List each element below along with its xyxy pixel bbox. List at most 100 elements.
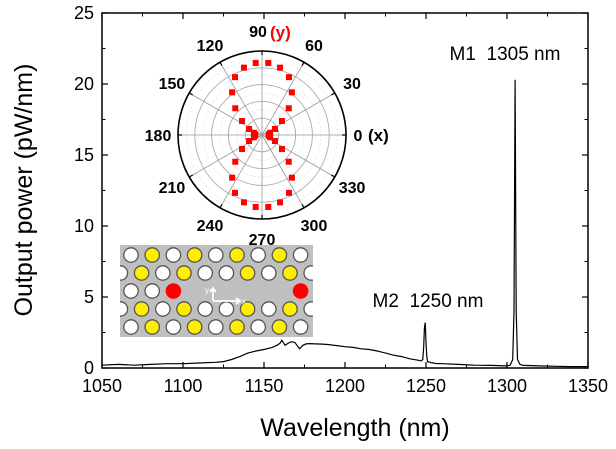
polar-data-point	[277, 199, 284, 206]
polar-angle-label: 150	[159, 76, 186, 93]
axes	[101, 12, 589, 369]
air-hole	[239, 301, 256, 317]
cavity-defect	[165, 283, 182, 299]
polar-angle-label: 0	[354, 128, 363, 145]
air-hole	[154, 265, 171, 281]
air-hole	[260, 265, 277, 281]
lattice-y-label: y	[205, 286, 209, 295]
polar-data-point	[265, 60, 272, 67]
polar-inset: 0 30 60 90 120 150 180 210 240 270 300 330 (y) (x)	[145, 23, 389, 249]
y-tick-label: 25	[74, 3, 94, 23]
polar-data-point	[277, 64, 284, 71]
polar-spoke	[261, 62, 305, 136]
x-axis-label: Wavelength (nm)	[260, 414, 449, 442]
polar-data-point	[278, 145, 285, 152]
air-hole	[250, 319, 267, 335]
polar-data-point	[278, 118, 285, 125]
polar-data-point	[246, 125, 253, 132]
air-hole	[271, 319, 288, 335]
annotation-m2: M2 1250 nm	[373, 291, 484, 312]
polar-data-point	[239, 118, 246, 125]
air-hole	[239, 265, 256, 281]
polar-data-point	[250, 134, 257, 141]
x-tick-label: 1300	[487, 376, 527, 396]
annotation-m1: M1 1305 nm	[450, 44, 561, 65]
air-hole	[197, 301, 214, 317]
polar-data-point	[232, 158, 239, 165]
spectrum-line	[101, 79, 588, 368]
air-hole	[260, 301, 277, 317]
air-hole	[292, 247, 309, 263]
polar-data-point	[229, 89, 236, 96]
polar-data-point	[246, 138, 253, 145]
polar-data-point	[271, 125, 278, 132]
polar-data-point	[239, 145, 246, 152]
air-hole	[250, 247, 267, 263]
polar-angle-label: 60	[305, 38, 323, 55]
x-tick-label: 1100	[164, 376, 203, 396]
polar-x-tag: (x)	[368, 126, 389, 145]
polar-data-point	[240, 199, 247, 206]
polar-data-point	[252, 203, 259, 210]
air-hole	[123, 319, 139, 335]
air-hole	[207, 247, 224, 263]
air-hole	[229, 319, 245, 335]
y-tick-label: 0	[84, 358, 94, 378]
polar-spoke	[261, 134, 305, 208]
polar-data-point	[232, 189, 239, 196]
polar-data-point	[229, 174, 236, 181]
x-tick-label: 1150	[245, 376, 284, 396]
y-tick-label: 15	[74, 145, 94, 165]
air-hole	[336, 284, 350, 298]
cavity-defect	[292, 283, 309, 299]
air-hole	[186, 247, 203, 263]
polar-data-point	[271, 138, 278, 145]
air-hole	[120, 265, 129, 281]
lattice-holes	[120, 247, 350, 335]
air-hole	[123, 247, 139, 263]
polar-data-point	[240, 64, 247, 71]
air-hole	[176, 265, 192, 281]
air-hole	[315, 284, 329, 298]
air-hole	[271, 247, 288, 263]
air-hole	[197, 265, 214, 281]
air-hole	[303, 265, 313, 281]
xy-axes-arrow-icon	[209, 286, 242, 305]
air-hole	[165, 247, 182, 263]
lattice-inset: yx	[120, 245, 350, 337]
polar-data-point	[285, 158, 292, 165]
polar-data-point	[285, 74, 292, 81]
air-hole	[120, 301, 129, 317]
polar-angle-label: 240	[197, 218, 224, 235]
polar-angle-label: 30	[343, 76, 361, 93]
polar-spoke	[219, 134, 263, 208]
air-hole	[282, 265, 298, 281]
tick-labels: 1050 1100 1150 1200 1250 1300 1350 0 5 10 15 20 25	[74, 3, 608, 396]
air-hole	[154, 301, 171, 317]
air-hole	[144, 319, 161, 335]
polar-data-point	[265, 203, 272, 210]
x-tick-label: 1350	[568, 376, 608, 396]
x-tick-label: 1050	[82, 376, 122, 396]
x-tick-label: 1250	[406, 376, 446, 396]
air-hole	[207, 319, 224, 335]
polar-angle-label: 90	[249, 24, 267, 41]
air-hole	[292, 319, 309, 335]
x-tick-label: 1200	[325, 376, 365, 396]
y-tick-label: 5	[84, 287, 94, 307]
air-hole	[144, 283, 161, 299]
polar-outer-circle	[177, 50, 347, 220]
y-tick-label: 20	[74, 74, 94, 94]
air-hole	[282, 301, 298, 317]
air-hole	[165, 319, 182, 335]
lattice-x-label: x	[242, 297, 246, 306]
air-hole	[218, 301, 235, 317]
air-hole	[133, 265, 150, 281]
air-hole	[144, 247, 161, 263]
polar-data-point	[265, 132, 272, 139]
air-hole	[123, 283, 139, 299]
polar-y-tag: (y)	[270, 23, 291, 42]
y-tick-label: 10	[74, 216, 94, 236]
